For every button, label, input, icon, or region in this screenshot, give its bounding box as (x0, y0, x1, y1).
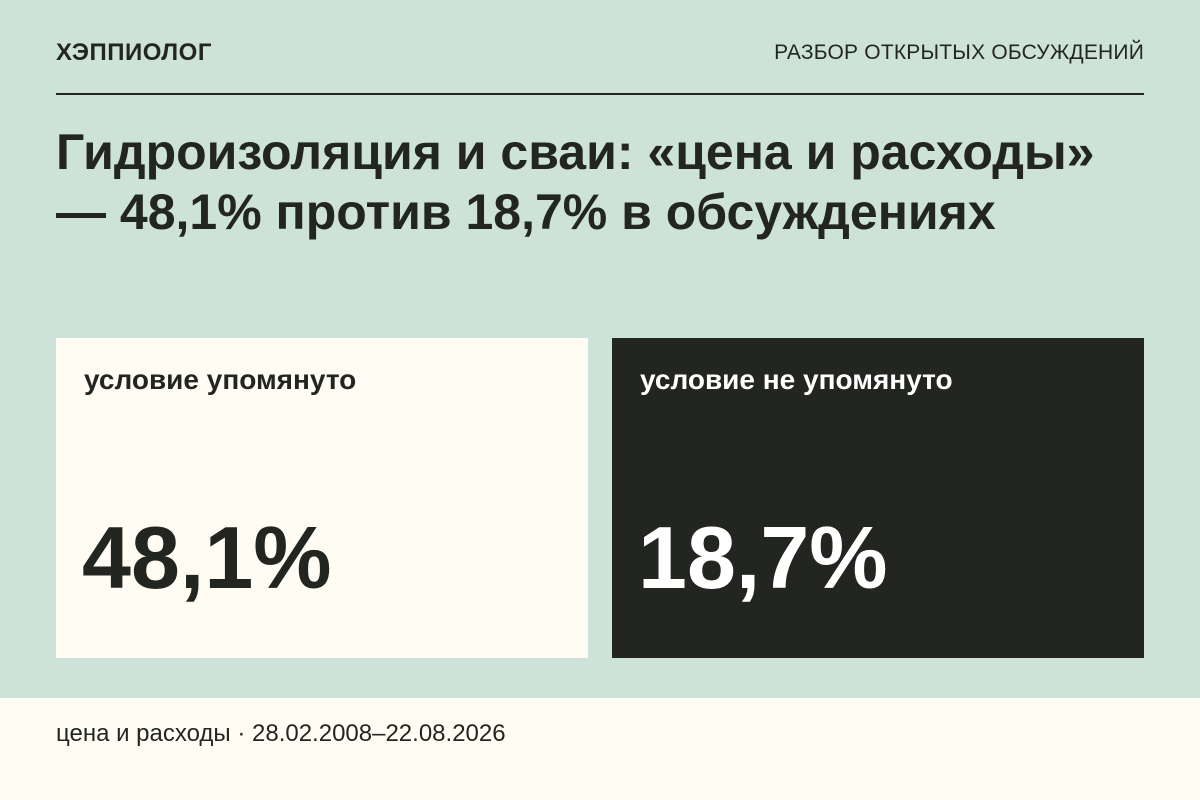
brand-name: ХЭППИОЛОГ (56, 39, 212, 66)
header-divider (56, 93, 1144, 95)
mentioned-stat-value: 48,1% (82, 508, 332, 607)
page-header: ХЭППИОЛОГ РАЗБОР ОТКРЫТЫХ ОБСУЖДЕНИЙ (56, 36, 1144, 70)
page-headline: Гидроизоляция и сваи: «цена и расходы» —… (56, 124, 1095, 240)
not-mentioned-stat-card: условие не упомянуто 18,7% (612, 338, 1144, 658)
mentioned-stat-label: условие упомянуто (84, 364, 357, 395)
mentioned-stat-card: условие упомянуто 48,1% (56, 338, 588, 658)
not-mentioned-stat-label: условие не упомянуто (640, 364, 953, 395)
section-label: РАЗБОР ОТКРЫТЫХ ОБСУЖДЕНИЙ (774, 41, 1144, 64)
not-mentioned-stat-value: 18,7% (638, 508, 888, 607)
page-footer: цена и расходы · 28.02.2008–22.08.2026 (0, 698, 1200, 800)
footer-caption: цена и расходы · 28.02.2008–22.08.2026 (56, 720, 506, 747)
